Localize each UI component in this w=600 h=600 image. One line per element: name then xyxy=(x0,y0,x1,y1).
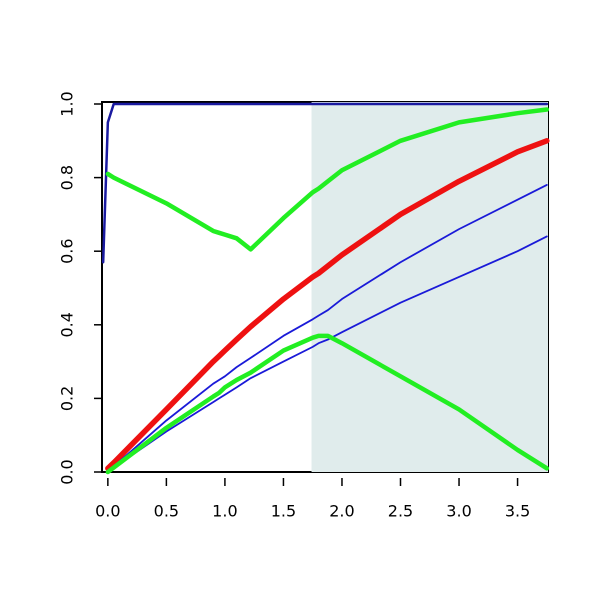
y-tick-label: 1.0 xyxy=(58,91,77,116)
y-tick-label: 0.0 xyxy=(58,459,77,484)
y-tick-label: 0.8 xyxy=(58,165,77,190)
series-line xyxy=(105,107,550,252)
x-tick-label: 3.5 xyxy=(505,502,530,521)
shaded-region xyxy=(311,102,548,472)
series-line xyxy=(106,184,548,473)
series-line xyxy=(105,333,550,475)
x-tick-label: 0.0 xyxy=(95,502,120,521)
series-line xyxy=(106,235,548,473)
x-tick-label: 0.5 xyxy=(154,502,179,521)
x-tick-label: 2.0 xyxy=(329,502,354,521)
x-tick-label: 2.5 xyxy=(388,502,413,521)
y-tick-label: 0.2 xyxy=(58,386,77,411)
y-tick-label: 0.4 xyxy=(58,312,77,337)
x-tick-label: 3.0 xyxy=(446,502,471,521)
x-tick-label: 1.5 xyxy=(271,502,296,521)
series-line xyxy=(101,102,549,264)
x-tick-label: 1.0 xyxy=(212,502,237,521)
y-tick-label: 0.6 xyxy=(58,238,77,263)
series-line xyxy=(105,138,550,472)
